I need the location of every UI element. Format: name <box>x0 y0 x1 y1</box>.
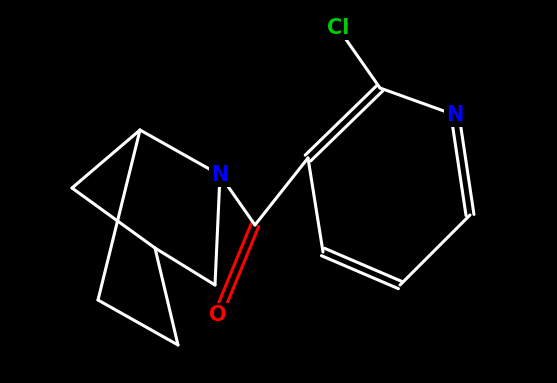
Text: N: N <box>446 105 463 125</box>
Text: N: N <box>211 165 229 185</box>
Text: O: O <box>209 305 227 325</box>
Text: Cl: Cl <box>327 18 349 38</box>
